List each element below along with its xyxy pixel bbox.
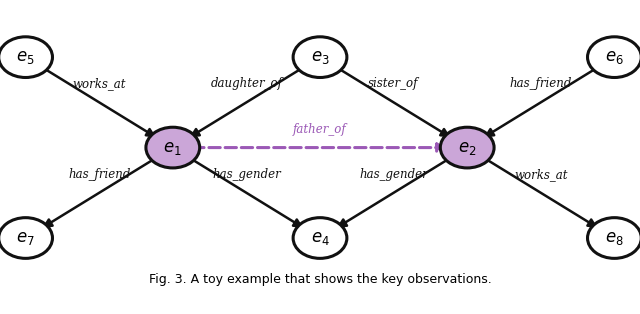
Text: $e_{1}$: $e_{1}$ xyxy=(163,138,182,157)
Text: has_friend: has_friend xyxy=(68,168,131,181)
Text: has_gender: has_gender xyxy=(359,168,428,181)
Ellipse shape xyxy=(293,218,347,258)
Text: has_friend: has_friend xyxy=(509,78,572,90)
Text: $e_{8}$: $e_{8}$ xyxy=(605,229,624,247)
Text: Fig. 3. A toy example that shows the key observations.: Fig. 3. A toy example that shows the key… xyxy=(148,273,492,286)
Text: $e_{4}$: $e_{4}$ xyxy=(310,229,330,247)
Text: $e_{3}$: $e_{3}$ xyxy=(310,48,330,66)
Ellipse shape xyxy=(588,37,640,78)
Ellipse shape xyxy=(588,218,640,258)
Text: $e_{5}$: $e_{5}$ xyxy=(16,48,35,66)
Ellipse shape xyxy=(440,127,494,168)
Ellipse shape xyxy=(0,37,52,78)
Text: father_of: father_of xyxy=(293,123,347,136)
Text: $e_{2}$: $e_{2}$ xyxy=(458,138,476,157)
Text: has_gender: has_gender xyxy=(212,168,281,181)
Text: daughter_of: daughter_of xyxy=(211,78,282,90)
Text: works_at: works_at xyxy=(72,78,126,90)
Text: $e_{6}$: $e_{6}$ xyxy=(605,48,624,66)
Ellipse shape xyxy=(293,37,347,78)
Ellipse shape xyxy=(0,218,52,258)
Text: sister_of: sister_of xyxy=(369,78,419,90)
Text: $e_{7}$: $e_{7}$ xyxy=(16,229,35,247)
Text: works_at: works_at xyxy=(514,168,568,181)
Ellipse shape xyxy=(146,127,200,168)
